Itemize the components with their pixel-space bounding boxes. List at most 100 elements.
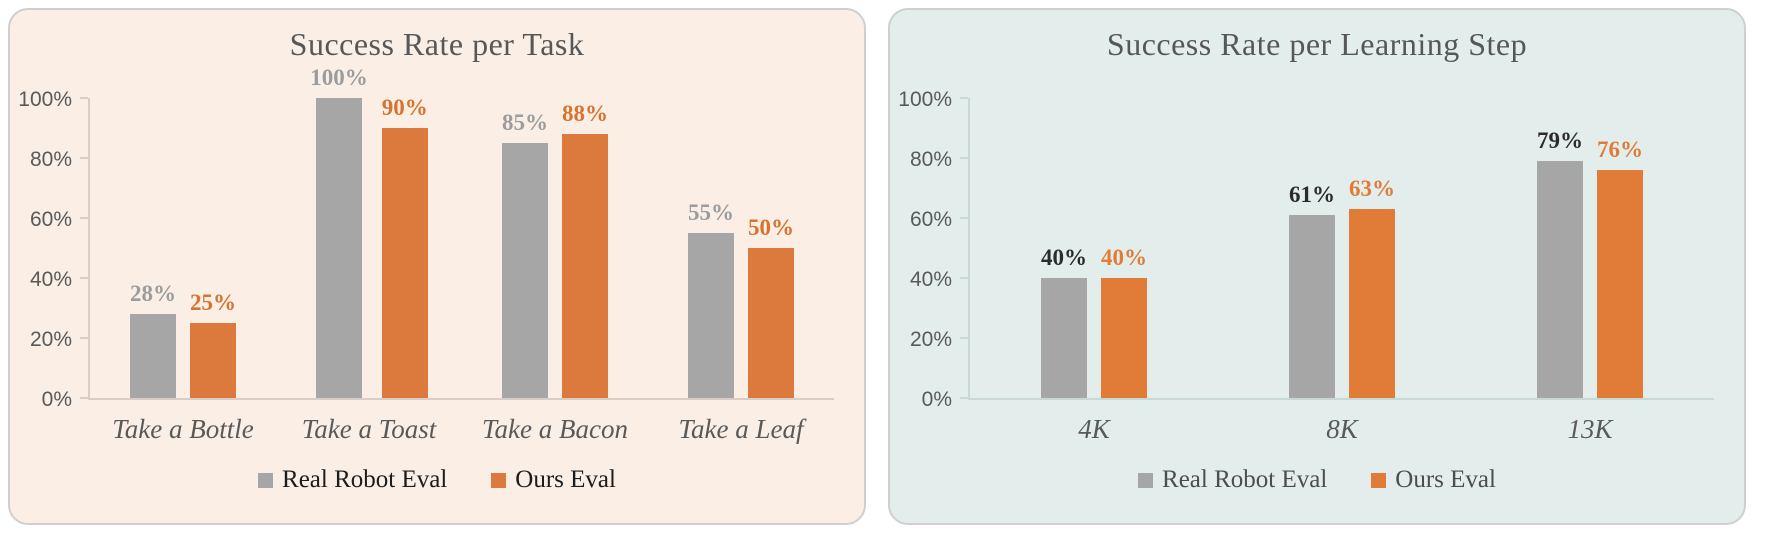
- bar-group: 85% 88%: [462, 98, 648, 398]
- chart-title: Success Rate per Learning Step: [1106, 26, 1528, 62]
- y-axis-tick: [80, 217, 88, 219]
- y-axis-tick: [80, 277, 88, 279]
- category-label: Take a Toast: [301, 414, 437, 444]
- bar-value-label: 100%: [310, 65, 368, 90]
- bar-group: 28% 25%: [90, 98, 276, 398]
- legend: Real Robot Eval Ours Eval: [10, 466, 864, 494]
- bar-item-real-robot-eval: 28%: [130, 98, 176, 398]
- y-axis-tick: [960, 277, 968, 279]
- category-label: Take a Bacon: [482, 414, 628, 444]
- bar-item-ours-eval: 50%: [748, 98, 794, 398]
- bar-value-label: 88%: [562, 101, 608, 126]
- y-axis-label: 100%: [898, 88, 952, 111]
- x-labels: 4K 8K 13K: [970, 412, 1714, 446]
- bar-item-real-robot-eval: 79%: [1537, 98, 1583, 398]
- y-axis-label: 60%: [909, 208, 952, 231]
- bar-item-real-robot-eval: 85%: [502, 98, 548, 398]
- category-label: Take a Bottle: [112, 414, 254, 444]
- y-axis: 0% 20% 40% 60% 80% 100%: [16, 88, 88, 411]
- legend-marker-ours-eval: [491, 472, 507, 488]
- y-axis-label: 40%: [29, 268, 72, 291]
- bar-real-robot-eval: [1289, 215, 1335, 398]
- legend-label: Ours Eval: [1395, 466, 1496, 493]
- y-axis-tick: [960, 337, 968, 339]
- y-axis: 0% 20% 40% 60% 80% 100%: [896, 88, 968, 411]
- y-axis-tick: [960, 97, 968, 99]
- y-axis-tick: [960, 157, 968, 159]
- bar-item-real-robot-eval: 55%: [688, 98, 734, 398]
- bar-item-ours-eval: 63%: [1349, 98, 1395, 398]
- bar-ours-eval: [1349, 209, 1395, 398]
- plot-area: 28% 25% 100% 90% 85% 88% 55% 50%: [80, 66, 834, 400]
- legend: Real Robot Eval Ours Eval: [890, 466, 1744, 494]
- legend-label: Real Robot Eval: [282, 466, 448, 493]
- bar-ours-eval: [562, 134, 608, 398]
- chart-panel-task: Success Rate per Task 0% 20% 40% 60% 80% 100%…: [8, 8, 866, 525]
- y-axis-label: 100%: [18, 88, 72, 111]
- bar-item-ours-eval: 90%: [381, 95, 428, 398]
- bar-value-label: 79%: [1537, 128, 1583, 153]
- bar-group: 40% 40%: [970, 98, 1218, 398]
- category-label: 13K: [1567, 414, 1613, 444]
- bar-ours-eval: [381, 128, 428, 398]
- y-axis-tick: [80, 97, 88, 99]
- y-axis-tick: [80, 397, 88, 399]
- bar-value-label: 61%: [1289, 182, 1335, 207]
- legend-item-real-robot-eval: Real Robot Eval: [1138, 466, 1327, 494]
- bar-group: 100% 90%: [276, 66, 462, 398]
- bar-item-real-robot-eval: 100%: [310, 66, 368, 398]
- y-axis-label: 0%: [41, 388, 72, 411]
- figure: Success Rate per Task 0% 20% 40% 60% 80% 100%…: [8, 8, 1746, 525]
- chart-panel-learning-step: Success Rate per Learning Step 0% 20% 40% 6…: [888, 8, 1746, 525]
- bar-value-label: 85%: [502, 110, 548, 135]
- legend-marker-real-robot-eval: [1138, 472, 1154, 488]
- y-axis-label: 20%: [909, 328, 952, 351]
- legend-label: Real Robot Eval: [1162, 466, 1328, 493]
- bar-value-label: 50%: [748, 215, 794, 240]
- y-axis-tick: [960, 397, 968, 399]
- bar-group: 55% 50%: [648, 98, 834, 398]
- category-label: 4K: [1078, 414, 1110, 444]
- x-labels: Take a Bottle Take a Toast Take a Bacon Tak…: [90, 412, 834, 446]
- bar-item-real-robot-eval: 61%: [1289, 98, 1335, 398]
- legend-item-ours-eval: Ours Eval: [491, 466, 616, 494]
- bar-real-robot-eval: [1041, 278, 1087, 398]
- category-label: Take a Leaf: [678, 414, 804, 444]
- bar-ours-eval: [748, 248, 794, 398]
- legend-marker-real-robot-eval: [258, 472, 274, 488]
- bar-value-label: 55%: [688, 200, 734, 225]
- y-axis-label: 60%: [29, 208, 72, 231]
- bar-item-ours-eval: 76%: [1597, 98, 1643, 398]
- y-axis-label: 20%: [29, 328, 72, 351]
- bar-item-ours-eval: 40%: [1101, 98, 1147, 398]
- y-axis-label: 80%: [909, 148, 952, 171]
- category-label: 8K: [1326, 414, 1358, 444]
- legend-item-ours-eval: Ours Eval: [1371, 466, 1496, 494]
- bar-item-ours-eval: 25%: [190, 98, 236, 398]
- bar-value-label: 40%: [1041, 245, 1087, 270]
- chart-area: 0% 20% 40% 60% 80% 100% 40% 40% 61% 63% 79% 76%: [896, 88, 1714, 411]
- bar-real-robot-eval: [1537, 161, 1583, 398]
- bar-ours-eval: [1597, 170, 1643, 398]
- bar-real-robot-eval: [688, 233, 734, 398]
- bar-real-robot-eval: [316, 98, 362, 398]
- y-axis-label: 40%: [909, 268, 952, 291]
- bar-value-label: 90%: [381, 95, 428, 120]
- bar-group: 79% 76%: [1466, 98, 1714, 398]
- bar-value-label: 28%: [130, 281, 176, 306]
- y-axis-tick: [960, 217, 968, 219]
- bar-real-robot-eval: [130, 314, 176, 398]
- y-axis-tick: [80, 337, 88, 339]
- bar-real-robot-eval: [502, 143, 548, 398]
- bar-ours-eval: [1101, 278, 1147, 398]
- y-axis-label: 0%: [921, 388, 952, 411]
- bar-value-label: 25%: [190, 290, 236, 315]
- bar-item-real-robot-eval: 40%: [1041, 98, 1087, 398]
- bar-item-ours-eval: 88%: [562, 98, 608, 398]
- bar-ours-eval: [190, 323, 236, 398]
- legend-item-real-robot-eval: Real Robot Eval: [258, 466, 447, 494]
- bar-value-label: 63%: [1349, 176, 1395, 201]
- chart-area: 0% 20% 40% 60% 80% 100% 28% 25% 100% 90% 85% 88% 55…: [16, 66, 834, 411]
- bar-value-label: 40%: [1101, 245, 1147, 270]
- chart-title: Success Rate per Task: [289, 26, 585, 62]
